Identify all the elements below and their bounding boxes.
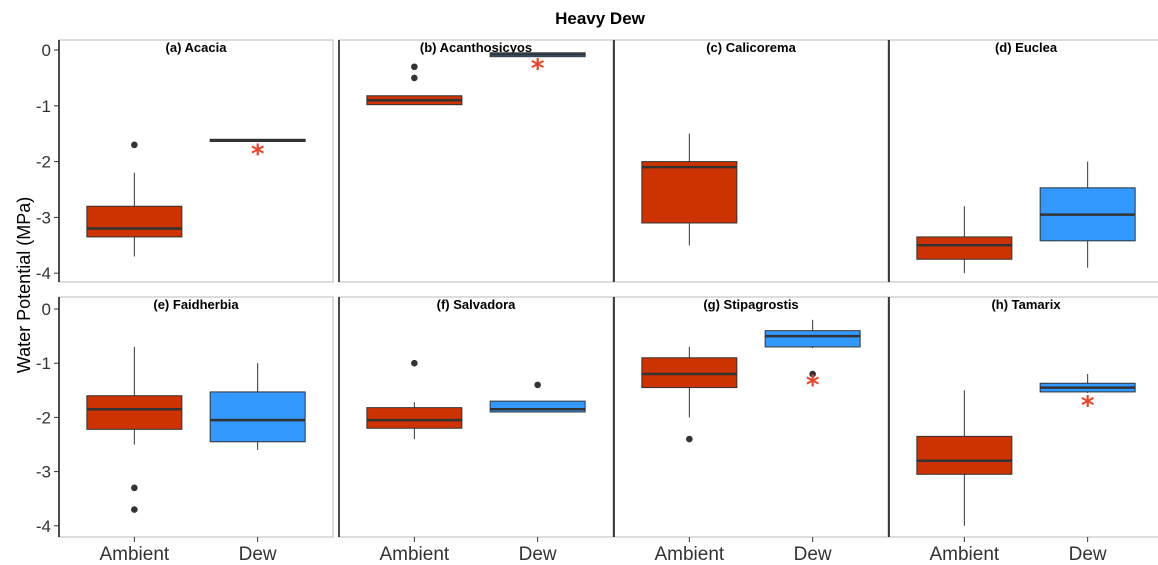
- chart-title: Heavy Dew: [555, 9, 646, 28]
- box-h-tamarix-ambient: [916, 435, 1013, 475]
- y-tick-label: -2: [36, 153, 51, 172]
- outlier-b-acanthosicyos-ambient: [411, 63, 418, 71]
- panel-title-b-acanthosicyos: (b) Acanthosicyos: [420, 40, 532, 55]
- x-tick-label-dew: Dew: [519, 544, 557, 565]
- outlier-g-stipagrostis-ambient: [686, 435, 693, 443]
- significance-marker-h-tamarix: *: [1081, 391, 1095, 421]
- panel-title-h-tamarix: (h) Tamarix: [991, 297, 1061, 312]
- y-axis-label: Water Potential (MPa): [14, 197, 34, 373]
- box-d-euclea-ambient: [916, 236, 1013, 260]
- panel-frame-h-tamarix: [888, 296, 1158, 538]
- box-c-calicorema-ambient: [641, 161, 738, 224]
- outlier-b-acanthosicyos-ambient: [411, 74, 418, 82]
- box-e-faidherbia-dew: [209, 391, 306, 443]
- outlier-e-faidherbia-ambient: [131, 484, 138, 492]
- x-tick-label-dew: Dew: [794, 544, 832, 565]
- x-tick-label-ambient: Ambient: [99, 544, 169, 565]
- x-tick-label-dew: Dew: [1069, 544, 1107, 565]
- panel-title-f-salvadora: (f) Salvadora: [437, 297, 517, 312]
- y-tick-label: -3: [36, 463, 51, 482]
- outlier-a-acacia-ambient: [131, 141, 138, 149]
- y-tick-label: -3: [36, 208, 51, 227]
- panel-frame-a-acacia: [58, 39, 334, 283]
- panel-title-c-calicorema: (c) Calicorema: [706, 40, 796, 55]
- panel-title-d-euclea: (d) Euclea: [995, 40, 1058, 55]
- x-tick-label-ambient: Ambient: [654, 544, 724, 565]
- outlier-g-stipagrostis-dew: [809, 370, 816, 378]
- y-tick-label: 0: [42, 300, 51, 319]
- panel-title-e-faidherbia: (e) Faidherbia: [153, 297, 239, 312]
- panel-frame-b-acanthosicyos: [338, 39, 614, 283]
- y-tick-label: -1: [36, 354, 51, 373]
- outlier-f-salvadora-ambient: [411, 359, 418, 367]
- outlier-f-salvadora-dew: [534, 381, 541, 389]
- significance-marker-b-acanthosicyos: *: [531, 54, 545, 84]
- box-e-faidherbia-ambient: [86, 395, 183, 430]
- significance-marker-a-acacia: *: [251, 139, 265, 169]
- panel-title-a-acacia: (a) Acacia: [166, 40, 228, 55]
- box-f-salvadora-dew: [489, 400, 586, 413]
- x-tick-label-ambient: Ambient: [379, 544, 449, 565]
- box-g-stipagrostis-dew: [764, 330, 861, 348]
- y-tick-label: 0: [42, 41, 51, 60]
- x-tick-label-dew: Dew: [239, 544, 277, 565]
- y-tick-label: -4: [36, 517, 51, 536]
- y-tick-label: -1: [36, 97, 51, 116]
- significance-marker-g-stipagrostis: *: [806, 371, 820, 401]
- panel-title-g-stipagrostis: (g) Stipagrostis: [703, 297, 798, 312]
- x-tick-label-ambient: Ambient: [929, 544, 999, 565]
- panel-frame-c-calicorema: [613, 39, 889, 283]
- y-tick-label: -4: [36, 264, 51, 283]
- box-a-acacia-ambient: [86, 205, 183, 238]
- box-g-stipagrostis-ambient: [641, 357, 738, 389]
- outlier-e-faidherbia-ambient: [131, 506, 138, 513]
- box-f-salvadora-ambient: [366, 407, 463, 429]
- y-tick-label: -2: [36, 408, 51, 427]
